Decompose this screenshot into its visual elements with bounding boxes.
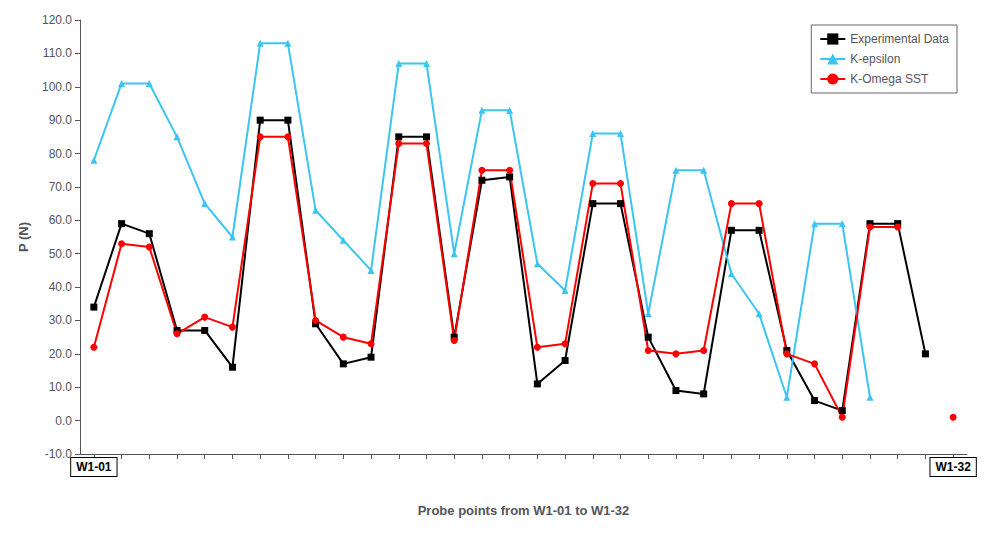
svg-text:20.0: 20.0 bbox=[49, 347, 73, 361]
svg-text:90.0: 90.0 bbox=[49, 113, 73, 127]
svg-text:80.0: 80.0 bbox=[49, 147, 73, 161]
svg-text:0.0: 0.0 bbox=[55, 414, 72, 428]
svg-text:50.0: 50.0 bbox=[49, 247, 73, 261]
svg-text:60.0: 60.0 bbox=[49, 213, 73, 227]
svg-text:30.0: 30.0 bbox=[49, 313, 73, 327]
svg-text:W1-01: W1-01 bbox=[76, 460, 112, 474]
svg-text:40.0: 40.0 bbox=[49, 280, 73, 294]
svg-text:Probe points from W1-01 to W1-: Probe points from W1-01 to W1-32 bbox=[418, 503, 630, 518]
svg-text:W1-32: W1-32 bbox=[935, 460, 971, 474]
svg-text:110.0: 110.0 bbox=[43, 46, 72, 60]
svg-text:100.0: 100.0 bbox=[42, 80, 72, 94]
svg-text:-10.0: -10.0 bbox=[45, 447, 73, 461]
svg-text:P (N): P (N) bbox=[16, 222, 31, 252]
svg-text:10.0: 10.0 bbox=[49, 380, 73, 394]
svg-text:K-epsilon: K-epsilon bbox=[850, 52, 900, 66]
svg-text:120.0: 120.0 bbox=[42, 13, 72, 27]
svg-text:Experimental Data: Experimental Data bbox=[850, 32, 949, 46]
svg-text:K-Omega SST: K-Omega SST bbox=[850, 72, 929, 86]
svg-text:70.0: 70.0 bbox=[49, 180, 73, 194]
